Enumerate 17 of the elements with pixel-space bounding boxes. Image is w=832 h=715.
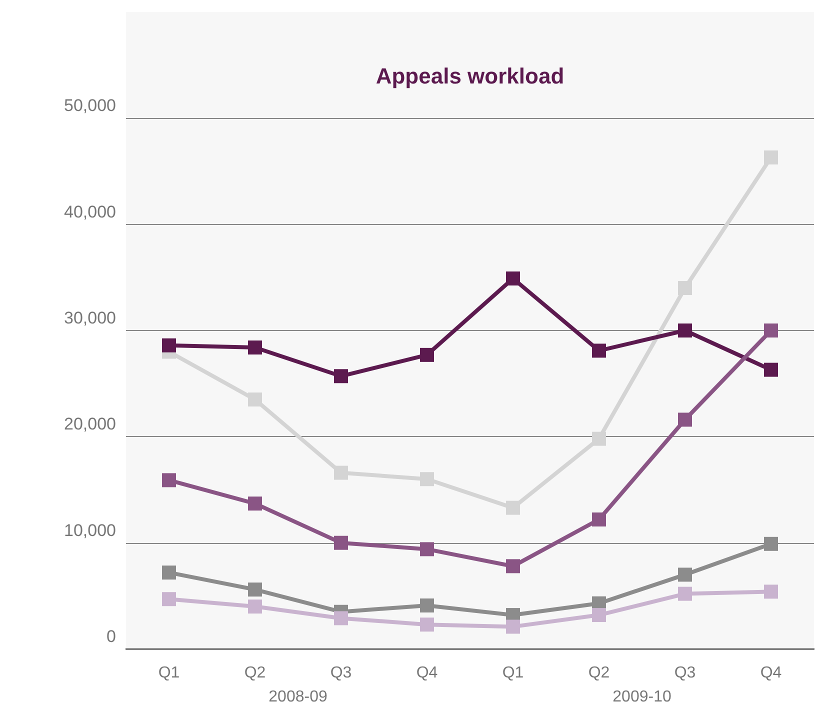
x-tick-label: Q3 <box>674 664 696 682</box>
x-tick-label: Q3 <box>330 664 352 682</box>
x-tick-label: Q4 <box>416 664 438 682</box>
y-tick-label: 30,000 <box>64 308 116 328</box>
x-tick-label: Q2 <box>588 664 610 682</box>
text: Appeals workload <box>376 64 564 88</box>
x-tick-label: Q4 <box>760 664 782 682</box>
text: 2008-09 <box>268 688 328 706</box>
x-tick-label: Q1 <box>502 664 524 682</box>
y-tick-label: 0 <box>106 627 116 646</box>
x-tick-label: Q2 <box>244 664 266 682</box>
y-tick-label: 50,000 <box>64 96 116 116</box>
y-tick-label: 20,000 <box>64 414 116 434</box>
y-tick-label: 10,000 <box>64 520 116 540</box>
y-tick-label: 40,000 <box>64 202 116 222</box>
text: 2009-10 <box>612 688 672 706</box>
x-tick-label: Q1 <box>158 664 180 682</box>
